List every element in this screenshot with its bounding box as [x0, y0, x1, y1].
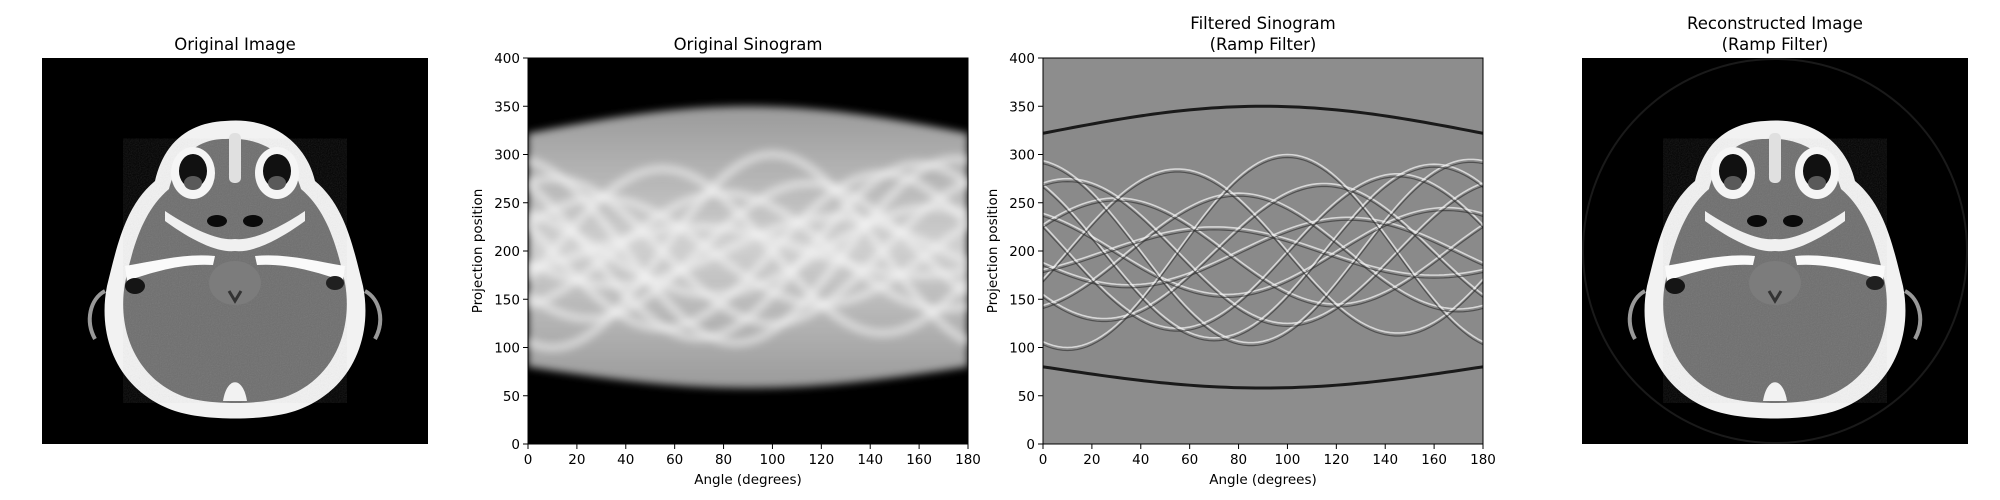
- title-original-sinogram: Original Sinogram: [674, 35, 823, 54]
- x-tick-label: 100: [760, 452, 786, 468]
- title-reconstructed-image: Reconstructed Image: [1687, 14, 1863, 33]
- y-tick-label: 50: [1018, 389, 1035, 405]
- sinusoid-trace: [528, 154, 968, 348]
- sinusoid-trace: [1043, 177, 1483, 325]
- filtered-top-edge: [1043, 104, 1483, 135]
- y-tick-label: 200: [494, 244, 520, 260]
- x-tick-label: 120: [808, 452, 834, 468]
- y-tick-label: 0: [1026, 437, 1035, 453]
- x-tick-label: 60: [1181, 452, 1198, 468]
- y-tick-label: 400: [494, 51, 520, 67]
- sinusoid-trace: [1043, 156, 1483, 352]
- x-tick-label: 60: [666, 452, 683, 468]
- sinusoid-trace: [1043, 161, 1483, 347]
- title-original-image: Original Image: [174, 35, 296, 54]
- y-tick-label: 350: [1009, 99, 1035, 115]
- title-reconstructed-image-sub: (Ramp Filter): [1722, 35, 1829, 54]
- x-tick-label: 40: [1132, 452, 1149, 468]
- sinogram-xlabel: Angle (degrees): [694, 472, 802, 488]
- y-tick-label: 300: [1009, 148, 1035, 164]
- y-tick-label: 250: [1009, 196, 1035, 212]
- sinusoid-trace: [528, 159, 968, 343]
- x-tick-label: 100: [1275, 452, 1301, 468]
- sinusoid-trace: [1043, 163, 1483, 339]
- panel-reconstructed-image: Reconstructed Image (Ramp Filter): [1582, 14, 1968, 444]
- x-tick-label: 160: [1421, 452, 1447, 468]
- panel-filtered-sinogram: Filtered Sinogram (Ramp Filter) 0 20 40 60 8…: [985, 14, 1496, 488]
- y-tick-label: 100: [494, 341, 520, 357]
- sinogram-heatmap: [528, 58, 968, 444]
- y-tick-label: 150: [494, 292, 520, 308]
- x-tick-label: 120: [1323, 452, 1349, 468]
- x-tick-label: 0: [524, 452, 533, 468]
- sinogram-ylabel: Projection position: [470, 189, 486, 314]
- filtered-bottom-edge: [1043, 365, 1483, 390]
- y-tick-label: 300: [494, 148, 520, 164]
- y-tick-label: 200: [1009, 244, 1035, 260]
- y-tick-label: 350: [494, 99, 520, 115]
- panel-original-sinogram: Original Sinogram 0 20 40 60 80 100 120 140 160 1…: [470, 35, 981, 488]
- x-tick-label: 40: [617, 452, 634, 468]
- filtered-ylabel: Projection position: [985, 189, 1001, 314]
- sinusoid-trace: [1043, 206, 1483, 296]
- x-tick-label: 160: [906, 452, 932, 468]
- sinusoid-trace: [1043, 181, 1483, 327]
- sinogram-y-axis: 0 50 100 150 200 250 300 350 400: [494, 51, 528, 453]
- title-filtered-sinogram: Filtered Sinogram: [1190, 14, 1335, 33]
- sinusoid-trace: [1043, 200, 1483, 308]
- y-tick-label: 150: [1009, 292, 1035, 308]
- sinusoid-trace: [1043, 185, 1483, 323]
- sinusoid-trace: [1043, 166, 1483, 342]
- x-tick-label: 180: [955, 452, 981, 468]
- x-tick-label: 140: [1372, 452, 1398, 468]
- sinogram-x-axis: 0 20 40 60 80 100 120 140 160 180: [524, 444, 981, 468]
- sinusoid-trace: [1043, 226, 1483, 276]
- title-filtered-sinogram-sub: (Ramp Filter): [1210, 35, 1317, 54]
- x-tick-label: 180: [1470, 452, 1496, 468]
- filtered-sinogram-heatmap: [1043, 58, 1483, 444]
- reconstructed-image-content: [1582, 58, 1968, 444]
- sinusoid-trace: [1043, 182, 1483, 320]
- x-tick-label: 20: [1083, 452, 1100, 468]
- sinusoid-trace: [1043, 210, 1483, 298]
- filtered-x-axis: 0 20 40 60 80 100 120 140 160 180: [1039, 444, 1496, 468]
- y-tick-label: 250: [494, 196, 520, 212]
- sinusoid-trace: [1043, 216, 1483, 286]
- filtered-xlabel: Angle (degrees): [1209, 472, 1317, 488]
- sinusoid-trace: [528, 149, 968, 353]
- x-tick-label: 80: [715, 452, 732, 468]
- y-tick-label: 100: [1009, 341, 1035, 357]
- sinusoid-trace: [528, 222, 968, 280]
- x-tick-label: 140: [857, 452, 883, 468]
- y-tick-label: 400: [1009, 51, 1035, 67]
- sinusoid-trace: [1043, 229, 1483, 279]
- sinusoid-trace: [1043, 158, 1483, 344]
- original-image-content: [35, 51, 435, 451]
- filtered-y-axis: 0 50 100 150 200 250 300 350 400: [1009, 51, 1043, 453]
- panel-original-image: Original Image: [35, 35, 435, 451]
- sinusoid-trace: [1043, 195, 1483, 313]
- x-tick-label: 0: [1039, 452, 1048, 468]
- y-tick-label: 0: [511, 437, 520, 453]
- sinusoid-trace: [1043, 219, 1483, 289]
- x-tick-label: 80: [1230, 452, 1247, 468]
- sinusoid-trace: [528, 212, 968, 290]
- sinusoid-trace: [1043, 153, 1483, 349]
- y-tick-label: 50: [503, 389, 520, 405]
- x-tick-label: 20: [568, 452, 585, 468]
- sinusoid-trace: [1043, 192, 1483, 310]
